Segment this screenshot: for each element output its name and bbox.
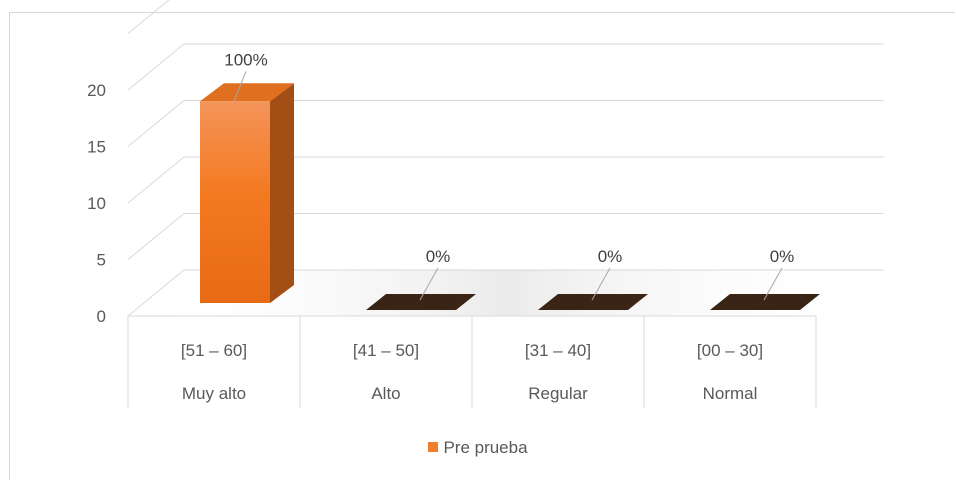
data-label: 0% xyxy=(426,247,451,266)
data-label: 0% xyxy=(770,247,795,266)
category-level-label: Alto xyxy=(371,384,400,403)
gridline-side xyxy=(127,213,185,260)
leader-line xyxy=(763,267,783,301)
leader-line xyxy=(233,71,247,102)
bar-side xyxy=(270,83,294,303)
bar-zero xyxy=(366,294,476,310)
category-range-label: [31 – 40] xyxy=(525,341,591,360)
bar-zero xyxy=(710,294,820,310)
y-axis-ticks: 0 5 10 15 20 xyxy=(87,81,106,326)
bar-front xyxy=(200,101,270,303)
category-level-label: Muy alto xyxy=(182,384,246,403)
y-tick-label: 5 xyxy=(97,251,106,270)
legend-swatch xyxy=(428,442,439,452)
gridline-side xyxy=(127,156,185,204)
data-labels: 100% 0% 0% 0% xyxy=(224,50,795,301)
y-tick-label: 10 xyxy=(87,194,106,213)
data-label: 0% xyxy=(598,247,623,266)
category-level-label: Regular xyxy=(528,384,588,403)
y-tick-label: 20 xyxy=(87,81,106,100)
bars xyxy=(200,83,820,310)
gridlines xyxy=(127,0,884,317)
category-range-label: [00 – 30] xyxy=(697,341,763,360)
gridline-side xyxy=(127,43,185,91)
category-axis xyxy=(127,315,817,408)
leader-line xyxy=(591,267,611,301)
leader-line xyxy=(419,267,439,301)
category-labels: [51 – 60] Muy alto [41 – 50] Alto [31 – 40] R… xyxy=(181,341,763,403)
legend-label: Pre prueba xyxy=(443,438,528,457)
bar-zero xyxy=(538,294,648,310)
y-tick-label: 15 xyxy=(87,138,106,157)
y-tick-label: 0 xyxy=(97,307,106,326)
data-label: 100% xyxy=(224,50,267,69)
category-range-label: [51 – 60] xyxy=(181,341,247,360)
category-range-label: [41 – 50] xyxy=(353,341,419,360)
bar-top xyxy=(200,83,294,102)
category-level-label: Normal xyxy=(703,384,758,403)
floor xyxy=(128,270,884,316)
gridline-side xyxy=(127,0,170,34)
gridline-side xyxy=(127,100,185,147)
chart-frame xyxy=(9,12,955,480)
legend: Pre prueba xyxy=(0,438,956,458)
